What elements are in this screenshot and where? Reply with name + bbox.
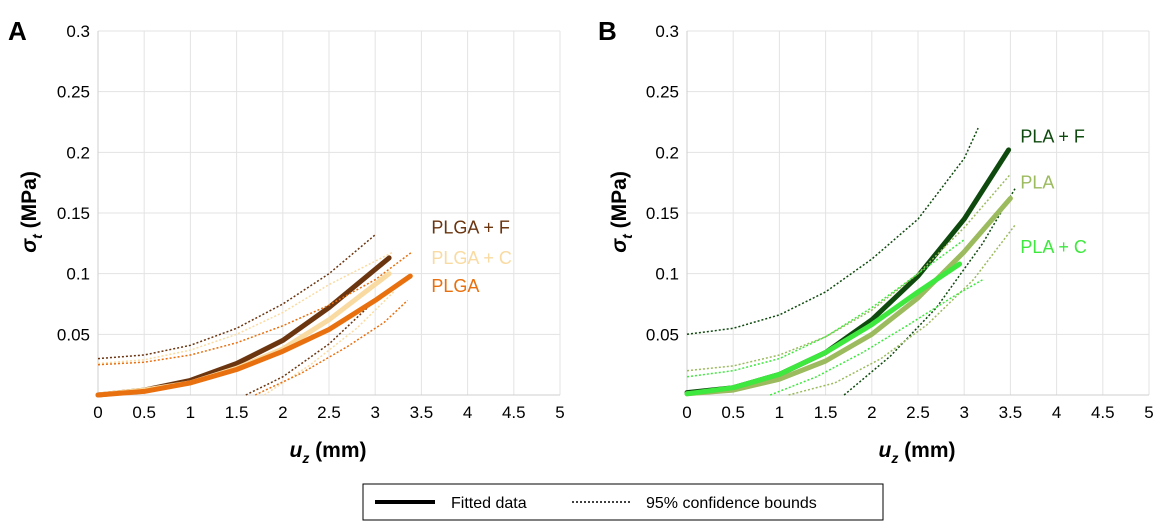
panel-b-y-axis-unit: (MPa): [608, 171, 631, 234]
panel-a-x-tick-label: 4.5: [502, 403, 526, 422]
panel-a-plga-f-label: PLGA + F: [431, 218, 510, 238]
panel-a-y-tick-label: 0.2: [66, 143, 90, 162]
panel-b-x-tick-label: 0.5: [721, 403, 745, 422]
panel-a-x-tick-label: 5: [555, 403, 564, 422]
panel-b-series: PLA + F PLA PLA + C: [684, 127, 1087, 397]
panel-b: B PLA + F PLA PLA + C 0 0.5 1 1.5 2 2.5 3 3.5 4 4.5…: [598, 16, 1154, 466]
panel-a: A PLGA + F PLGA + C PLGA 0 0.5 1 1.5 2 2.5 3 3.5 4…: [8, 16, 565, 466]
panel-b-y-axis-label: σt (MPa): [608, 171, 635, 253]
panel-a-y-tick-label: 0.25: [57, 83, 90, 102]
panel-a-y-axis-symbol: σ: [18, 238, 41, 253]
panel-a-plga-label: PLGA: [431, 276, 479, 296]
panel-b-x-tick-label: 4.5: [1091, 403, 1115, 422]
panel-b-x-tick-label: 4: [1052, 403, 1061, 422]
panel-a-letter: A: [8, 16, 27, 46]
panel-b-x-axis-symbol: u: [879, 439, 892, 462]
panel-a-x-axis-label: uz (mm): [290, 439, 367, 466]
panel-a-y-axis-unit: (MPa): [18, 171, 41, 234]
panel-b-y-tick-label: 0.2: [655, 143, 679, 162]
panel-a-x-axis-unit: (mm): [309, 439, 366, 462]
panel-b-grid: [686, 30, 1150, 396]
panel-b-x-tick-label: 2: [867, 403, 876, 422]
panel-b-x-tick-label: 5: [1144, 403, 1153, 422]
panel-a-x-tick-label: 2.5: [317, 403, 341, 422]
panel-b-x-axis-subscript: z: [890, 450, 898, 466]
panel-b-pla-lower-bound: [788, 224, 1016, 396]
panel-b-pla-c-fitted-line: [684, 261, 963, 397]
panel-b-y-tick-label: 0.15: [646, 204, 679, 223]
legend-box: [362, 483, 884, 521]
panel-a-y-tick-label: 0.3: [66, 22, 90, 41]
legend: Fitted data 95% confidence bounds: [362, 483, 884, 521]
legend-fitted-label: Fitted data: [451, 495, 527, 512]
panel-a-x-tick-label: 0.5: [132, 403, 156, 422]
panel-b-pla-f-lower-bound: [843, 188, 1016, 396]
panel-b-x-axis-label: uz (mm): [879, 439, 956, 466]
panel-a-y-axis-subscript: t: [29, 233, 45, 239]
panel-a-plga-c-label: PLGA + C: [431, 248, 512, 268]
panel-b-x-tick-label: 2.5: [906, 403, 930, 422]
panel-a-grid: [97, 30, 561, 396]
panel-b-ticks: 0 0.5 1 1.5 2 2.5 3 3.5 4 4.5 5 0.05 0.1 0.15 0.2 0.25 0…: [646, 22, 1154, 422]
panel-b-pla-f-label: PLA + F: [1020, 127, 1085, 147]
panel-a-plga-lower-bound: [254, 299, 409, 396]
panel-a-plga-c-upper-bound: [97, 251, 395, 365]
panel-b-x-tick-label: 3: [959, 403, 968, 422]
panel-a-ticks: 0 0.5 1 1.5 2 2.5 3 3.5 4 4.5 5 0.05 0.1 0.15 0.2 0.25 0…: [57, 22, 565, 422]
panel-b-pla-f-upper-bound: [686, 127, 979, 336]
panel-b-y-tick-label: 0.1: [655, 265, 679, 284]
panel-b-y-tick-label: 0.3: [655, 22, 679, 41]
panel-a-y-tick-label: 0.1: [66, 265, 90, 284]
panel-b-pla-c-upper-bound: [686, 239, 965, 378]
panel-a-plga-upper-bound: [97, 251, 413, 366]
panel-a-x-tick-label: 3: [370, 403, 379, 422]
panel-b-pla-c-label: PLA + C: [1020, 237, 1087, 257]
panel-a-y-tick-label: 0.05: [57, 325, 90, 344]
panel-b-x-tick-label: 1.5: [814, 403, 838, 422]
panel-b-x-tick-label: 1: [775, 403, 784, 422]
panel-a-plga-fitted-line: [95, 273, 413, 398]
panel-a-x-tick-label: 4: [463, 403, 472, 422]
panel-a-x-tick-label: 1: [186, 403, 195, 422]
panel-a-x-axis-symbol: u: [290, 439, 303, 462]
panel-b-x-tick-label: 0: [682, 403, 691, 422]
panel-a-plga-f-fitted-line: [95, 255, 392, 398]
panel-b-pla-label: PLA: [1020, 173, 1054, 193]
panel-b-y-tick-label: 0.25: [646, 83, 679, 102]
panel-a-x-axis-subscript: z: [301, 450, 309, 466]
panel-a-plga-c-lower-bound: [263, 291, 395, 396]
panel-a-x-tick-label: 2: [278, 403, 287, 422]
panel-b-y-axis-subscript: t: [619, 233, 635, 239]
panel-b-x-tick-label: 3.5: [999, 403, 1023, 422]
panel-a-plga-f-lower-bound: [245, 299, 376, 396]
panel-a-series: PLGA + F PLGA + C PLGA: [95, 218, 512, 398]
panel-b-pla-f-fitted-line: [684, 147, 1012, 396]
panel-a-y-tick-label: 0.15: [57, 204, 90, 223]
panel-a-y-axis-label: σt (MPa): [18, 171, 45, 253]
panel-a-x-tick-label: 1.5: [225, 403, 249, 422]
panel-b-pla-fitted-line: [684, 195, 1013, 397]
panel-b-letter: B: [598, 16, 617, 46]
panel-a-x-tick-label: 3.5: [410, 403, 434, 422]
legend-bounds-label: 95% confidence bounds: [646, 495, 817, 512]
panel-b-pla-c-lower-bound: [769, 279, 984, 396]
panel-b-y-axis-symbol: σ: [608, 238, 631, 253]
panel-b-y-tick-label: 0.05: [646, 325, 679, 344]
panel-a-x-tick-label: 0: [93, 403, 102, 422]
panel-b-x-axis-unit: (mm): [898, 439, 955, 462]
